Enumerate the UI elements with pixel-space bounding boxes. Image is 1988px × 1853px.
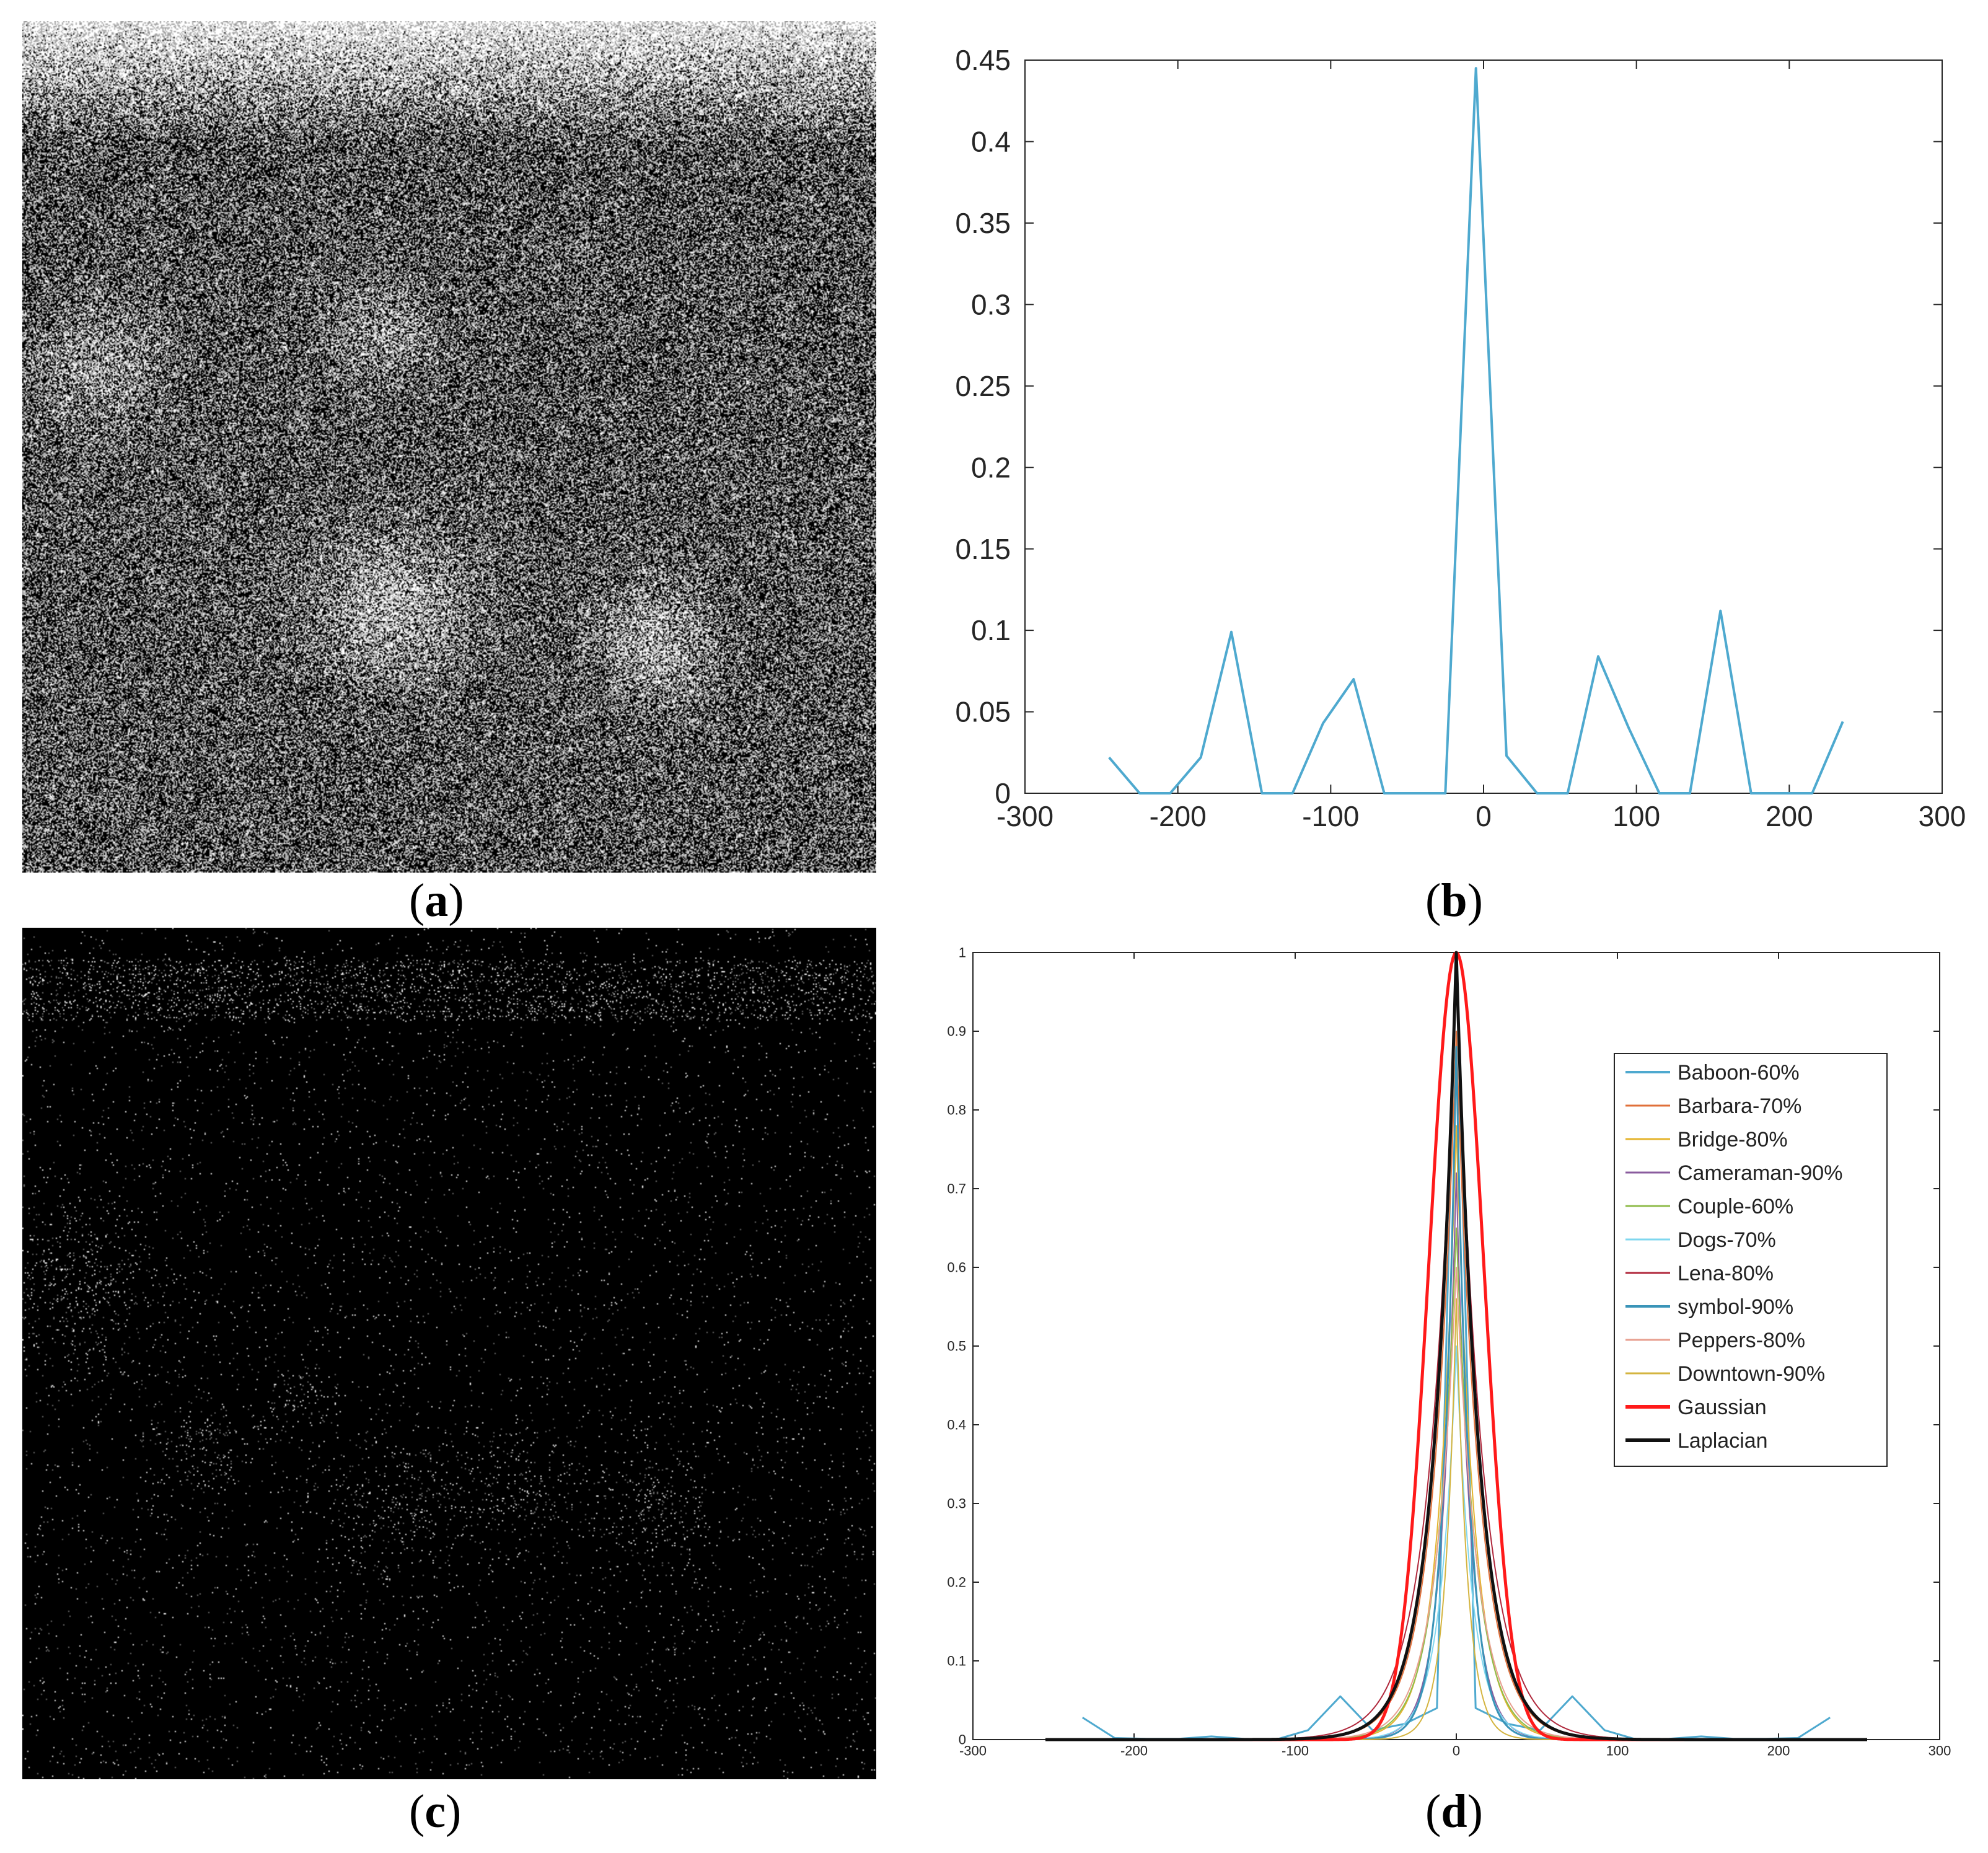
legend-label: Baboon-60% — [1678, 1061, 1800, 1085]
series-line — [1108, 67, 1844, 794]
noise-image-a — [22, 21, 876, 873]
caption-b: (b) — [1425, 874, 1483, 926]
y-tick-label: 0.05 — [955, 696, 1011, 728]
y-tick-label: 0.45 — [955, 44, 1011, 76]
chart-b: -300 -200 -100 0 100 200 300 0 0.05 0.1 0.15 0.2 0.2… — [955, 44, 1966, 832]
x-tick-label: -200 — [1150, 800, 1207, 832]
x-tick-label: -100 — [1302, 800, 1359, 832]
y-tick-label: 0.1 — [947, 1653, 966, 1669]
x-tick-label: -300 — [959, 1743, 987, 1758]
x-tick-label: 300 — [1919, 800, 1966, 832]
chart-d: -300 -200 -100 0 100 200 300 0 0.1 0.2 0.3 0.4 0.5 0.… — [947, 945, 1951, 1759]
caption-c: (c) — [409, 1785, 462, 1838]
x-tick-label: -300 — [996, 800, 1053, 832]
y-tick-label: 0 — [995, 777, 1011, 809]
y-tick-label: 0.3 — [947, 1496, 966, 1512]
legend-label: Peppers-80% — [1678, 1329, 1805, 1352]
y-tick-label: 0 — [959, 1732, 966, 1748]
image-panel-c — [22, 928, 876, 1779]
x-tick-label: 100 — [1612, 800, 1660, 832]
x-tick-label: 0 — [1476, 800, 1492, 832]
legend-label: Barbara-70% — [1678, 1094, 1801, 1118]
legend-label: symbol-90% — [1678, 1295, 1793, 1319]
y-tick-label: 0.5 — [947, 1339, 966, 1354]
y-tick-label: 0.6 — [947, 1260, 966, 1275]
noise-image-c — [22, 928, 876, 1779]
y-tick-label: 0.15 — [955, 533, 1011, 565]
legend-label: Dogs-70% — [1678, 1228, 1776, 1252]
legend-label: Couple-60% — [1678, 1195, 1793, 1218]
y-tick-label: 0.4 — [971, 126, 1011, 158]
legend-label: Lena-80% — [1678, 1262, 1774, 1285]
caption-a: (a) — [409, 874, 464, 926]
legend-label: Bridge-80% — [1678, 1128, 1788, 1151]
x-tick-label: -200 — [1120, 1743, 1148, 1758]
y-tick-label: 0.35 — [955, 207, 1011, 239]
x-tick-label: 200 — [1766, 800, 1813, 832]
y-tick-label: 0.2 — [947, 1575, 966, 1590]
x-tick-label: 100 — [1606, 1743, 1629, 1758]
x-tick-label: 200 — [1767, 1743, 1790, 1758]
y-tick-label: 0.7 — [947, 1181, 966, 1197]
caption-d: (d) — [1425, 1785, 1483, 1838]
y-tick-label: 0.1 — [971, 614, 1011, 646]
legend-box — [1614, 1053, 1888, 1467]
series-line — [1045, 951, 1867, 1741]
y-tick-label: 0.25 — [955, 370, 1011, 402]
x-tick-label: 300 — [1929, 1743, 1951, 1758]
legend-label: Cameraman-90% — [1678, 1161, 1842, 1185]
y-tick-label: 0.8 — [947, 1103, 966, 1118]
legend-label: Downtown-90% — [1678, 1362, 1825, 1386]
x-tick-label: 0 — [1453, 1743, 1460, 1758]
y-tick-label: 1 — [959, 945, 966, 961]
y-tick-label: 0.4 — [947, 1417, 966, 1433]
legend-label: Laplacian — [1678, 1429, 1768, 1453]
y-tick-label: 0.2 — [971, 451, 1011, 483]
x-tick-label: -100 — [1282, 1743, 1309, 1758]
y-tick-label: 0.3 — [971, 288, 1011, 320]
y-tick-label: 0.9 — [947, 1024, 966, 1039]
plot-area — [1024, 59, 1943, 794]
image-panel-a — [22, 21, 876, 873]
legend-label: Gaussian — [1678, 1396, 1767, 1419]
